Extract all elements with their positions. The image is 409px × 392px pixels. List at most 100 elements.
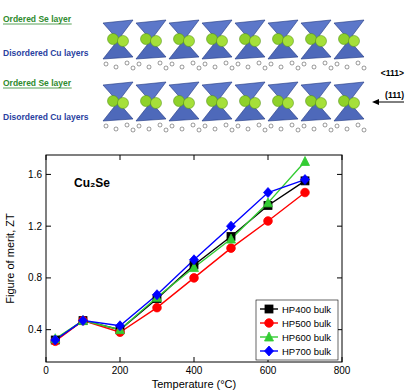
y-tick xyxy=(46,329,51,330)
layer-label: Ordered Se layer xyxy=(3,14,72,24)
cu-atom xyxy=(158,61,162,65)
y-tick xyxy=(337,277,342,278)
se-atom xyxy=(316,98,327,109)
y-tick-label: 0.4 xyxy=(28,324,42,335)
legend-label: HP500 bulk xyxy=(282,318,331,329)
cu-atom xyxy=(131,128,135,132)
x-tick-label: 0 xyxy=(43,365,49,376)
cu-atom xyxy=(236,124,240,128)
point xyxy=(301,188,310,197)
cu-atom xyxy=(302,62,306,66)
x-tick xyxy=(342,155,343,160)
cu-atom xyxy=(323,123,327,127)
annotation: Cu₂Se xyxy=(74,176,110,190)
cu-atom xyxy=(257,123,261,127)
legend-marker xyxy=(265,319,274,328)
cu-atom xyxy=(137,124,141,128)
y-tick xyxy=(337,226,342,227)
x-tick xyxy=(120,155,121,160)
cu-atom xyxy=(213,65,217,69)
point xyxy=(264,188,273,198)
cu-atom xyxy=(323,61,327,65)
cu-atom xyxy=(147,127,151,131)
cu-atom xyxy=(356,61,360,65)
y-tick-label: 0.8 xyxy=(28,272,42,283)
x-tick xyxy=(120,357,121,362)
se-atom xyxy=(184,36,195,47)
cu-atom xyxy=(197,128,201,132)
direction-label: <111> xyxy=(381,68,404,78)
cu-atom xyxy=(203,124,207,128)
cu-atom xyxy=(203,62,207,66)
se-atom xyxy=(108,34,119,45)
underline xyxy=(3,88,72,89)
cu-atom xyxy=(224,123,228,127)
cu-atom xyxy=(362,66,366,70)
cu-atom xyxy=(131,66,135,70)
cu-atom xyxy=(213,127,217,131)
y-tick xyxy=(337,174,342,175)
underline xyxy=(3,24,72,25)
cu-atom xyxy=(269,62,273,66)
cu-atom xyxy=(170,62,174,66)
point xyxy=(79,316,88,325)
structure: Ordered Se layer Disordered Cu layers Orde… xyxy=(3,14,404,132)
se-atom xyxy=(240,34,251,45)
cu-atom xyxy=(263,128,267,132)
point xyxy=(153,290,162,300)
layer-label: Ordered Se layer xyxy=(3,78,72,88)
cu-atom xyxy=(312,127,316,131)
x-tick xyxy=(46,155,47,160)
se-atom xyxy=(108,96,119,107)
cu-atom xyxy=(279,65,283,69)
cu-atom xyxy=(230,66,234,70)
point xyxy=(264,198,273,207)
legend-marker xyxy=(265,346,274,356)
figure: Ordered Se layer Disordered Cu layers Orde… xyxy=(0,0,409,392)
se-atom xyxy=(240,96,251,107)
point xyxy=(153,303,162,312)
layer-label: Disordered Cu layers xyxy=(3,112,89,122)
x-tick xyxy=(46,357,47,362)
x-tick-label: 600 xyxy=(260,365,277,376)
cu-atom xyxy=(170,124,174,128)
se-atom xyxy=(118,36,129,47)
cu-atom xyxy=(312,65,316,69)
plot-frame xyxy=(46,155,342,362)
cu-atom xyxy=(290,61,294,65)
cu-atom xyxy=(158,123,162,127)
cu-atom xyxy=(114,65,118,69)
arrow-head xyxy=(372,99,379,105)
se-atom xyxy=(273,34,284,45)
point xyxy=(190,274,199,283)
se-atom xyxy=(283,98,294,109)
se-atom xyxy=(306,34,317,45)
y-tick-label: 1.2 xyxy=(28,221,42,232)
point xyxy=(79,316,88,326)
se-atom xyxy=(316,36,327,47)
se-atom xyxy=(184,98,195,109)
y-axis-title: Figure of merit, ZT xyxy=(4,213,16,304)
legend-box xyxy=(256,300,338,360)
se-atom xyxy=(306,96,317,107)
legend-label: HP400 bulk xyxy=(282,304,331,315)
se-atom xyxy=(217,36,228,47)
cu-atom xyxy=(125,61,129,65)
y-tick xyxy=(46,174,51,175)
cu-atom xyxy=(290,123,294,127)
se-atom xyxy=(151,36,162,47)
cu-atom xyxy=(263,66,267,70)
cu-atom xyxy=(236,62,240,66)
point xyxy=(227,244,236,253)
legend-label: HP600 bulk xyxy=(282,332,331,343)
x-tick-label: 800 xyxy=(334,365,351,376)
se-atom xyxy=(349,36,360,47)
point xyxy=(79,317,87,325)
cu-atom xyxy=(345,65,349,69)
se-atom xyxy=(250,36,261,47)
x-tick xyxy=(194,155,195,160)
x-tick-label: 400 xyxy=(186,365,203,376)
point xyxy=(190,255,199,265)
point xyxy=(301,175,310,185)
point xyxy=(79,316,88,325)
